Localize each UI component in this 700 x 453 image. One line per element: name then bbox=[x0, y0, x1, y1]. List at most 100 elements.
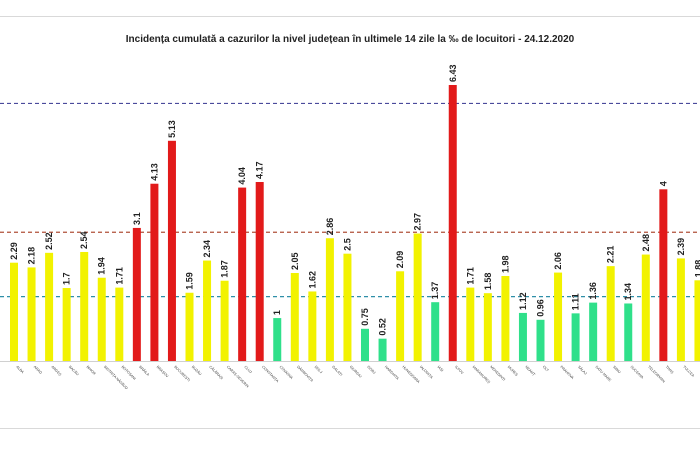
category-label: IALOMIȚA bbox=[419, 365, 434, 380]
data-label: 1.98 bbox=[500, 255, 510, 273]
category-label: CLUJ bbox=[243, 365, 252, 374]
category-label: OLT bbox=[542, 365, 550, 373]
category-label: BACĂU bbox=[68, 365, 80, 377]
data-label: 2.05 bbox=[290, 252, 300, 270]
category-label: SUCEAVA bbox=[630, 365, 645, 380]
data-label: 1.71 bbox=[465, 267, 475, 285]
data-label: 2.06 bbox=[553, 252, 563, 270]
bar bbox=[132, 227, 141, 361]
category-label: TULCEA bbox=[682, 365, 695, 378]
category-label: ALBA bbox=[15, 365, 25, 375]
bar bbox=[27, 267, 36, 361]
category-label: TIMIȘ bbox=[665, 365, 675, 375]
bar bbox=[483, 293, 492, 361]
category-label: MUREȘ bbox=[507, 365, 519, 377]
bar bbox=[185, 292, 194, 361]
bar bbox=[694, 280, 700, 361]
bar bbox=[606, 266, 615, 361]
bar bbox=[659, 189, 668, 361]
category-label: BRAȘOV bbox=[156, 365, 170, 379]
category-label: TELEORMAN bbox=[647, 365, 666, 384]
data-label: 1.12 bbox=[518, 292, 528, 310]
category-label: BRĂILA bbox=[138, 365, 150, 377]
category-label: SĂLAJ bbox=[577, 365, 588, 376]
data-label: 0.96 bbox=[536, 299, 546, 317]
bar bbox=[290, 273, 299, 361]
bottom-border bbox=[0, 428, 700, 429]
data-label: 2.48 bbox=[641, 234, 651, 252]
data-label: 5.13 bbox=[167, 120, 177, 138]
category-label: HUNEDOARA bbox=[401, 365, 420, 384]
category-label: GORJ bbox=[366, 365, 376, 375]
data-label: 2.52 bbox=[44, 232, 54, 250]
data-label: 2.18 bbox=[27, 247, 37, 265]
category-label: BIHOR bbox=[85, 365, 96, 376]
bar bbox=[501, 276, 510, 361]
bar bbox=[80, 251, 89, 361]
bar bbox=[325, 238, 334, 361]
bar bbox=[220, 280, 229, 361]
data-label: 2.29 bbox=[9, 242, 19, 260]
category-label: IAȘI bbox=[436, 365, 444, 373]
category-label: ARGEȘ bbox=[50, 365, 62, 377]
bar bbox=[343, 253, 352, 361]
bar bbox=[115, 287, 124, 361]
bar bbox=[255, 182, 264, 361]
bar bbox=[45, 252, 54, 361]
category-label: COVASNA bbox=[279, 365, 294, 380]
category-label: GALAȚI bbox=[331, 365, 343, 377]
bar bbox=[203, 260, 212, 361]
bar bbox=[10, 262, 18, 361]
category-label: CĂLĂRAȘI bbox=[208, 365, 223, 380]
category-label: ILFOV bbox=[454, 365, 465, 376]
data-label: 1.88 bbox=[693, 260, 700, 278]
data-label: 1.36 bbox=[588, 282, 598, 300]
bar bbox=[378, 338, 387, 361]
data-label: 2.86 bbox=[325, 218, 335, 236]
data-label: 0.52 bbox=[378, 318, 388, 336]
category-label: CONSTANȚA bbox=[261, 365, 280, 384]
category-label: BUZĂU bbox=[191, 365, 203, 377]
bar bbox=[431, 302, 440, 361]
bar bbox=[413, 233, 422, 361]
category-label: DOLJ bbox=[314, 365, 323, 374]
bar bbox=[554, 272, 563, 361]
category-label: ARAD bbox=[33, 365, 43, 375]
data-label: 1.34 bbox=[623, 283, 633, 301]
data-label: 0.75 bbox=[360, 308, 370, 326]
data-label: 3.1 bbox=[132, 212, 142, 225]
bar bbox=[150, 183, 159, 361]
bar bbox=[238, 187, 247, 361]
bar bbox=[308, 291, 317, 361]
category-label: DÂMBOVIȚA bbox=[296, 365, 314, 383]
bar bbox=[589, 302, 598, 361]
data-label: 1.11 bbox=[571, 293, 581, 310]
bar bbox=[641, 254, 650, 361]
data-label: 2.39 bbox=[676, 238, 686, 256]
category-label: SATU MARE bbox=[594, 365, 612, 383]
bar bbox=[448, 85, 457, 361]
data-label: 1.71 bbox=[114, 267, 124, 285]
chart-title: Incidența cumulată a cazurilor la nivel … bbox=[125, 34, 575, 45]
bar bbox=[571, 313, 580, 361]
data-label: 1.58 bbox=[483, 273, 493, 291]
data-label: 6.43 bbox=[448, 64, 458, 82]
data-label: 1.7 bbox=[62, 273, 72, 286]
category-label: PRAHOVA bbox=[559, 365, 574, 380]
bar bbox=[62, 288, 71, 361]
data-label: 1 bbox=[272, 310, 282, 315]
data-label: 4.04 bbox=[237, 167, 247, 185]
data-label: 1.59 bbox=[185, 272, 195, 290]
bar bbox=[536, 319, 545, 361]
data-label: 1.62 bbox=[307, 271, 317, 289]
bar bbox=[97, 277, 106, 361]
data-label: 1.37 bbox=[430, 282, 440, 300]
bar bbox=[396, 271, 405, 361]
data-label: 2.54 bbox=[79, 231, 89, 249]
bar bbox=[361, 328, 369, 361]
category-label: MARAMUREȘ bbox=[472, 365, 492, 385]
data-label: 1.94 bbox=[97, 257, 107, 275]
category-label: BOTOȘANI bbox=[121, 365, 137, 381]
